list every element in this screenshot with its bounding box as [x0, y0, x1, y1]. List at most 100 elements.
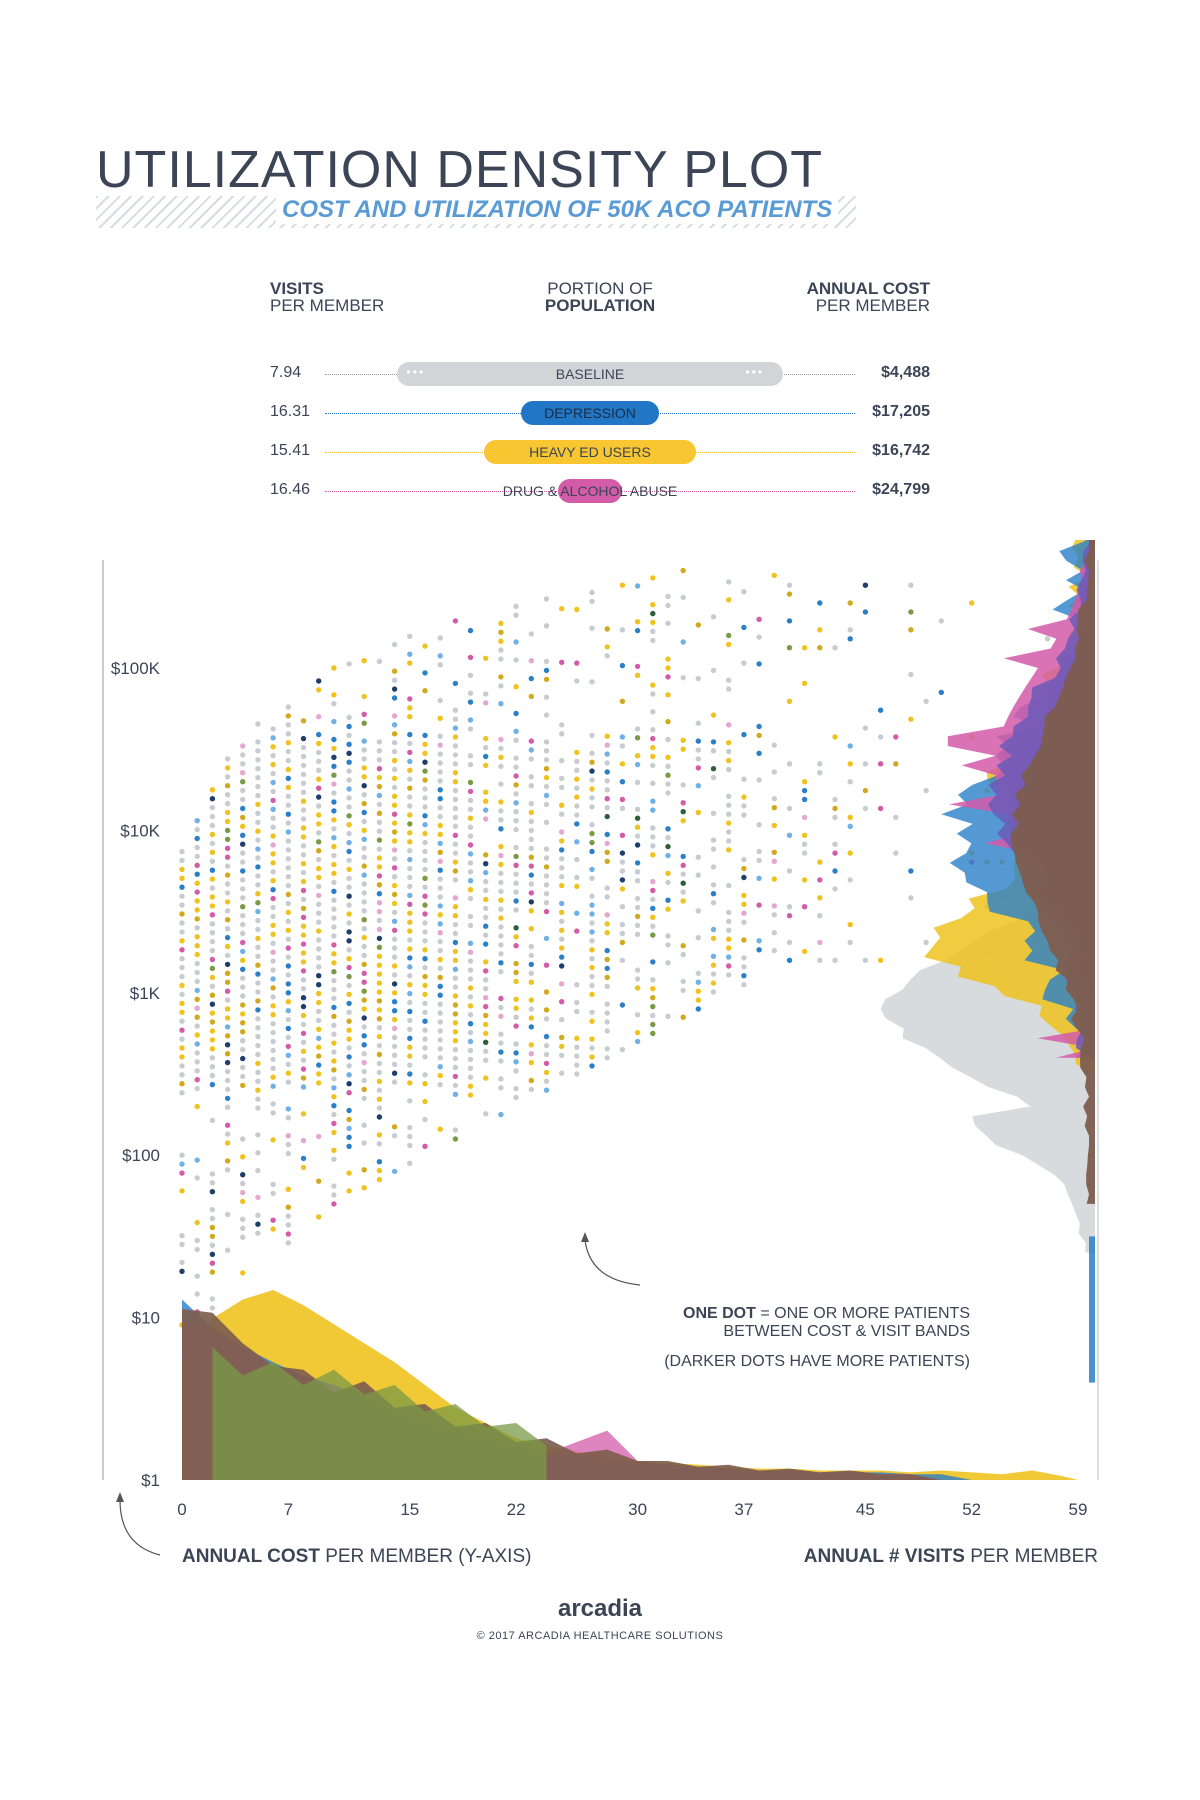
y-axis-title-rest: PER MEMBER (Y-AXIS) — [320, 1546, 532, 1567]
scatter-dot — [407, 1098, 413, 1104]
scatter-dot — [407, 839, 413, 845]
scatter-dot — [285, 829, 291, 835]
scatter-dot — [452, 921, 459, 928]
scatter-dot — [376, 828, 383, 834]
scatter-dot — [361, 1095, 367, 1102]
scatter-dot — [452, 743, 459, 749]
scatter-dot — [209, 983, 216, 989]
scatter-dot — [285, 713, 291, 719]
scatter-dot — [376, 908, 383, 915]
scatter-dot — [422, 884, 428, 890]
scatter-dot — [422, 938, 428, 944]
scatter-dot — [300, 995, 307, 1001]
scatter-dot — [483, 852, 489, 858]
scatter-dot — [361, 952, 367, 959]
scatter-dot — [741, 812, 747, 818]
scatter-dot — [224, 1211, 231, 1218]
scatter-dot — [695, 908, 701, 914]
scatter-dot — [407, 1160, 413, 1166]
scatter-dot — [589, 768, 595, 774]
scatter-dot — [224, 818, 231, 825]
scatter-dot — [665, 870, 671, 877]
scatter-dot — [634, 824, 641, 830]
scatter-dot — [589, 956, 595, 962]
scatter-dot — [391, 811, 398, 817]
scatter-dot — [376, 1105, 383, 1111]
scatter-dot — [543, 1069, 550, 1076]
scatter-dot — [680, 1014, 686, 1020]
scatter-dot — [209, 947, 216, 954]
scatter-dot — [452, 859, 459, 865]
scatter-dot — [543, 766, 550, 772]
scatter-dot — [209, 1072, 216, 1079]
scatter-dot — [817, 957, 823, 963]
scatter-dot — [300, 923, 307, 929]
scatter-dot — [786, 805, 793, 812]
scatter-dot — [224, 783, 231, 789]
scatter-dot — [437, 876, 443, 882]
scatter-dot — [300, 843, 307, 849]
scatter-dot — [194, 1085, 200, 1092]
scatter-dot — [361, 800, 367, 807]
scatter-dot — [483, 700, 489, 706]
scatter-dot — [270, 753, 276, 759]
scatter-dot — [498, 745, 504, 752]
scatter-dot — [240, 1029, 246, 1035]
scatter-dot — [270, 806, 276, 812]
scatter-dot — [741, 731, 747, 738]
scatter-dot — [391, 677, 398, 683]
annotation-line-1: ONE DOT = ONE OR MORE PATIENTS — [683, 1305, 970, 1322]
scatter-dot — [422, 1018, 428, 1024]
scatter-dot — [710, 712, 717, 718]
scatter-dot — [801, 904, 808, 910]
scatter-dot — [407, 633, 413, 639]
scatter-dot — [240, 823, 246, 829]
scatter-dot — [376, 926, 383, 933]
scatter-dot — [179, 1268, 185, 1274]
scatter-dot — [194, 853, 200, 860]
scatter-dot — [422, 813, 428, 819]
scatter-dot — [452, 850, 459, 856]
scatter-dot — [391, 1034, 398, 1041]
scatter-dot — [346, 830, 352, 837]
scatter-dot — [726, 972, 732, 978]
scatter-dot — [452, 930, 459, 937]
scatter-dot — [224, 1051, 231, 1057]
scatter-dot — [407, 919, 413, 925]
y-tick-labels: $1$10$100$1K$10K$100K — [111, 659, 161, 1490]
scatter-dot — [908, 716, 914, 722]
scatter-dot — [467, 824, 474, 830]
scatter-dot — [316, 740, 322, 747]
scatter-dot — [634, 1012, 641, 1018]
scatter-dot — [300, 735, 307, 742]
scatter-dot — [179, 1063, 185, 1069]
scatter-dot — [194, 889, 200, 895]
scatter-dot — [361, 997, 367, 1003]
scatter-dot — [361, 693, 367, 700]
scatter-dot — [619, 904, 626, 910]
scatter-dot — [407, 1008, 413, 1015]
scatter-dot — [801, 814, 808, 821]
scatter-dot — [331, 772, 337, 778]
scatter-dot — [209, 885, 216, 891]
scatter-dot — [346, 813, 352, 819]
scatter-dot — [528, 827, 534, 834]
scatter-dot — [893, 814, 899, 821]
scatter-dot — [726, 722, 732, 728]
scatter-dot — [559, 909, 565, 916]
scatter-dot — [634, 833, 641, 839]
scatter-dot — [726, 936, 732, 942]
scatter-dot — [452, 913, 459, 919]
scatter-dot — [331, 1147, 337, 1153]
scatter-dot — [467, 1065, 474, 1071]
scatter-dot — [224, 917, 231, 923]
scatter-dot — [194, 960, 200, 967]
scatter-dot — [224, 890, 231, 896]
scatter-dot — [726, 838, 732, 844]
scatter-dot — [407, 910, 413, 916]
scatter-dot — [650, 852, 656, 858]
scatter-dot — [255, 998, 261, 1004]
scatter-dot — [498, 799, 504, 805]
scatter-dot — [361, 1015, 367, 1021]
scatter-dot — [741, 964, 747, 970]
